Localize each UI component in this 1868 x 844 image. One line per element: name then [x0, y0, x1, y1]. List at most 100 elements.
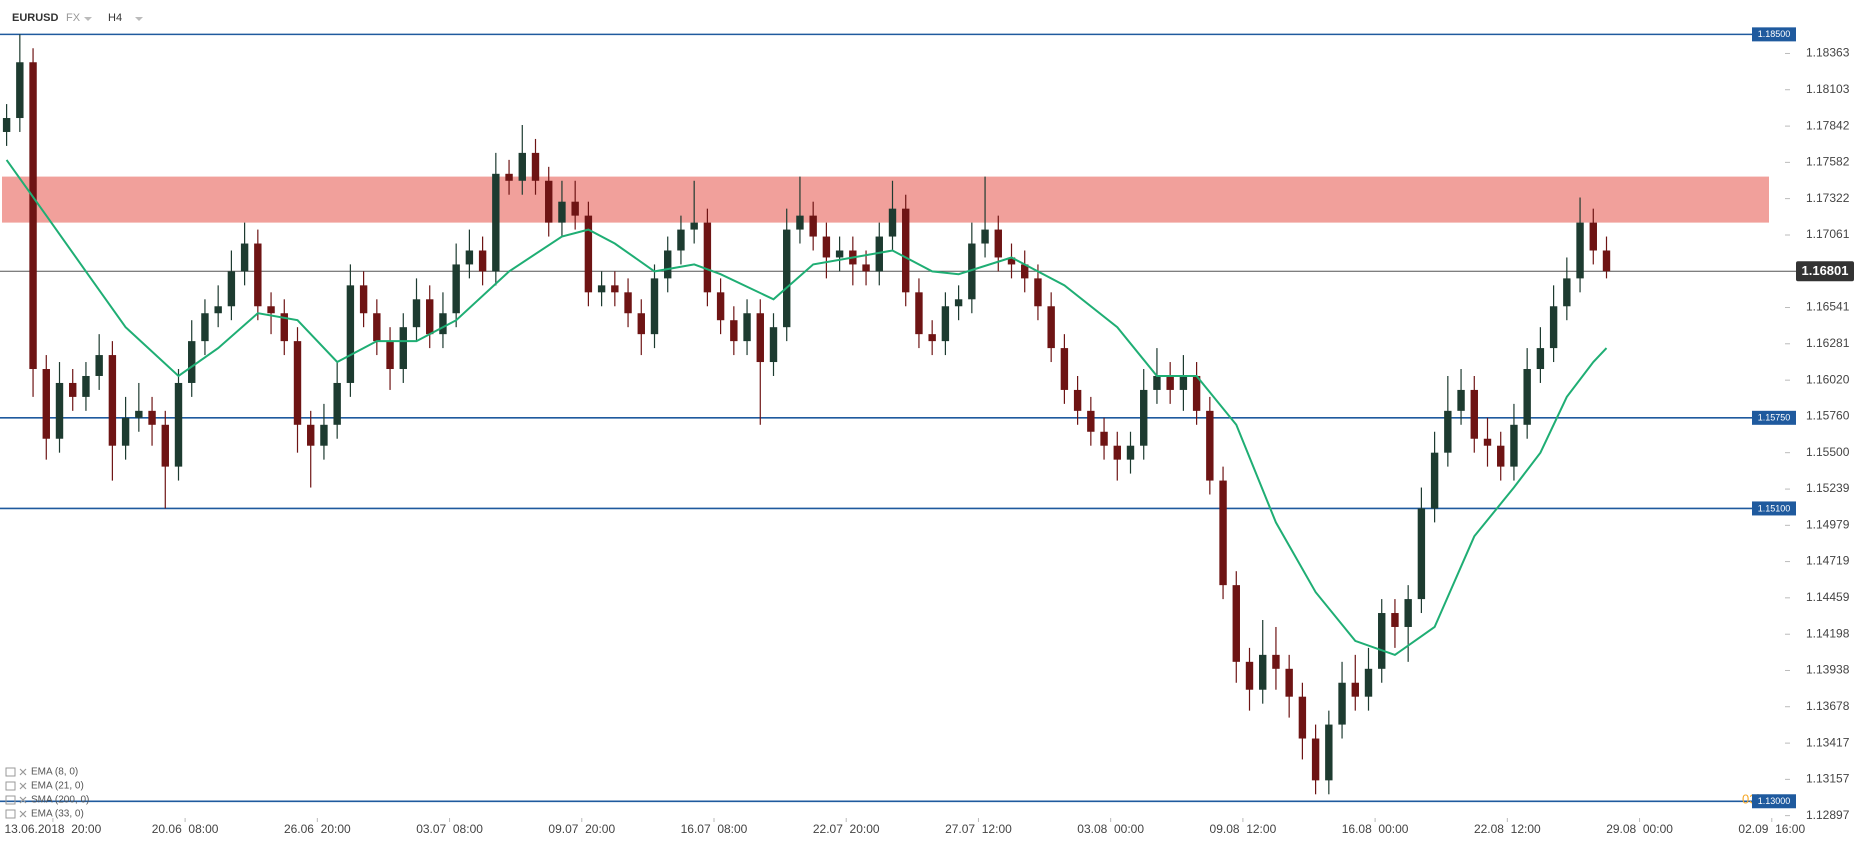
candle-body [452, 264, 460, 314]
candle-body [902, 208, 910, 293]
x-tick-label: 09.08 12:00 [1210, 822, 1277, 836]
y-tick-label: 1.16541 [1806, 300, 1850, 314]
candle-body [1351, 682, 1359, 697]
x-tick-label: 26.06 20:00 [284, 822, 351, 836]
candle-body [188, 341, 196, 383]
candle-body [1285, 668, 1293, 697]
legend-entry: EMA (8, 0) [31, 767, 78, 778]
candle-body [42, 369, 50, 439]
y-tick-label: 1.14719 [1806, 554, 1850, 568]
candle-body [1259, 654, 1267, 690]
dropdown-caret[interactable] [84, 17, 92, 21]
candle-body [783, 229, 791, 328]
y-tick-label: 1.18363 [1806, 46, 1850, 60]
candle-body [1272, 654, 1280, 669]
candle-body [1021, 264, 1029, 279]
candle-body [505, 173, 513, 181]
candle-body [531, 152, 540, 181]
candle-body [1536, 348, 1545, 370]
candle-body [161, 424, 169, 467]
legend-entry: EMA (21, 0) [31, 781, 84, 792]
last-price-label: 1.16801 [1802, 263, 1849, 278]
candle-body [1563, 278, 1571, 307]
candle-body [1073, 389, 1082, 411]
candle-body [478, 250, 487, 272]
candle-body [650, 278, 659, 335]
candle-body [571, 201, 579, 216]
candle-body [174, 382, 183, 467]
candle-body [1047, 306, 1055, 349]
candle-body [1311, 738, 1320, 781]
y-tick-label: 1.15760 [1806, 409, 1850, 423]
legend-icon [5, 809, 16, 819]
candle-body [1007, 257, 1016, 265]
market[interactable]: FX [66, 12, 81, 24]
x-tick-label: 02.09 16:00 [1738, 822, 1805, 836]
candle-body [981, 229, 989, 244]
candle-body [637, 313, 645, 335]
y-tick-label: 1.16020 [1806, 372, 1850, 386]
candle-body [267, 306, 275, 314]
candle-body [29, 62, 37, 370]
dropdown-caret[interactable] [135, 17, 143, 21]
candle-body [1576, 222, 1584, 279]
x-tick-label: 20.06 08:00 [152, 822, 219, 836]
y-tick-label: 1.14979 [1806, 517, 1850, 531]
candle-body [875, 236, 883, 272]
candle-body [624, 292, 632, 314]
candle-body [716, 292, 725, 321]
candle-body [954, 299, 963, 307]
y-tick-label: 1.17582 [1806, 155, 1850, 169]
symbol[interactable]: EURUSD [12, 12, 59, 24]
candle-body [148, 410, 156, 425]
legend-close [19, 768, 27, 776]
candle-body [558, 201, 566, 223]
candle-body [1192, 375, 1201, 411]
candle-body [677, 229, 685, 251]
y-tick-label: 1.16281 [1806, 336, 1850, 350]
candle-body [307, 424, 315, 446]
candle-body [82, 375, 90, 397]
candle-body [1298, 696, 1307, 739]
candle-body [597, 285, 606, 293]
candle-body [1113, 445, 1121, 460]
candle-body [994, 229, 1002, 258]
candle-body [1602, 250, 1611, 272]
candle-body [95, 355, 103, 376]
last-price-box [1796, 261, 1854, 282]
legend-icon [5, 781, 16, 791]
candle-body [1100, 431, 1108, 446]
candle-body [862, 264, 870, 272]
level-box [1752, 794, 1796, 809]
candle-body [399, 327, 407, 370]
legend-entry: EMA (33, 0) [31, 809, 84, 820]
candle-body [1179, 375, 1188, 390]
candle-body [1549, 306, 1558, 349]
header: EURUSD FX H4 [12, 12, 143, 24]
candle-body [941, 306, 950, 342]
candle-body [1206, 410, 1214, 481]
candle-body [1126, 445, 1135, 460]
candle-body [1325, 724, 1333, 781]
candle-body [545, 180, 553, 223]
legend-close [19, 782, 27, 790]
candle-body [135, 410, 143, 418]
candle-body [439, 313, 447, 335]
candle-body [703, 222, 712, 293]
candle-body [333, 382, 341, 425]
candle-body [1166, 375, 1174, 390]
y-tick-label: 1.13678 [1806, 699, 1850, 713]
x-tick-label: 27.07 12:00 [945, 822, 1012, 836]
candle-body [1219, 480, 1227, 586]
candle-body [373, 313, 381, 342]
candle-body [121, 417, 130, 446]
candle-body [227, 271, 236, 307]
candle-body [1364, 668, 1373, 697]
y-tick-label: 1.15500 [1806, 445, 1850, 459]
candle-body [584, 215, 593, 293]
candle-body [280, 313, 288, 342]
interval[interactable]: H4 [108, 12, 122, 24]
candle-body [822, 236, 831, 258]
candle-body [16, 62, 24, 119]
